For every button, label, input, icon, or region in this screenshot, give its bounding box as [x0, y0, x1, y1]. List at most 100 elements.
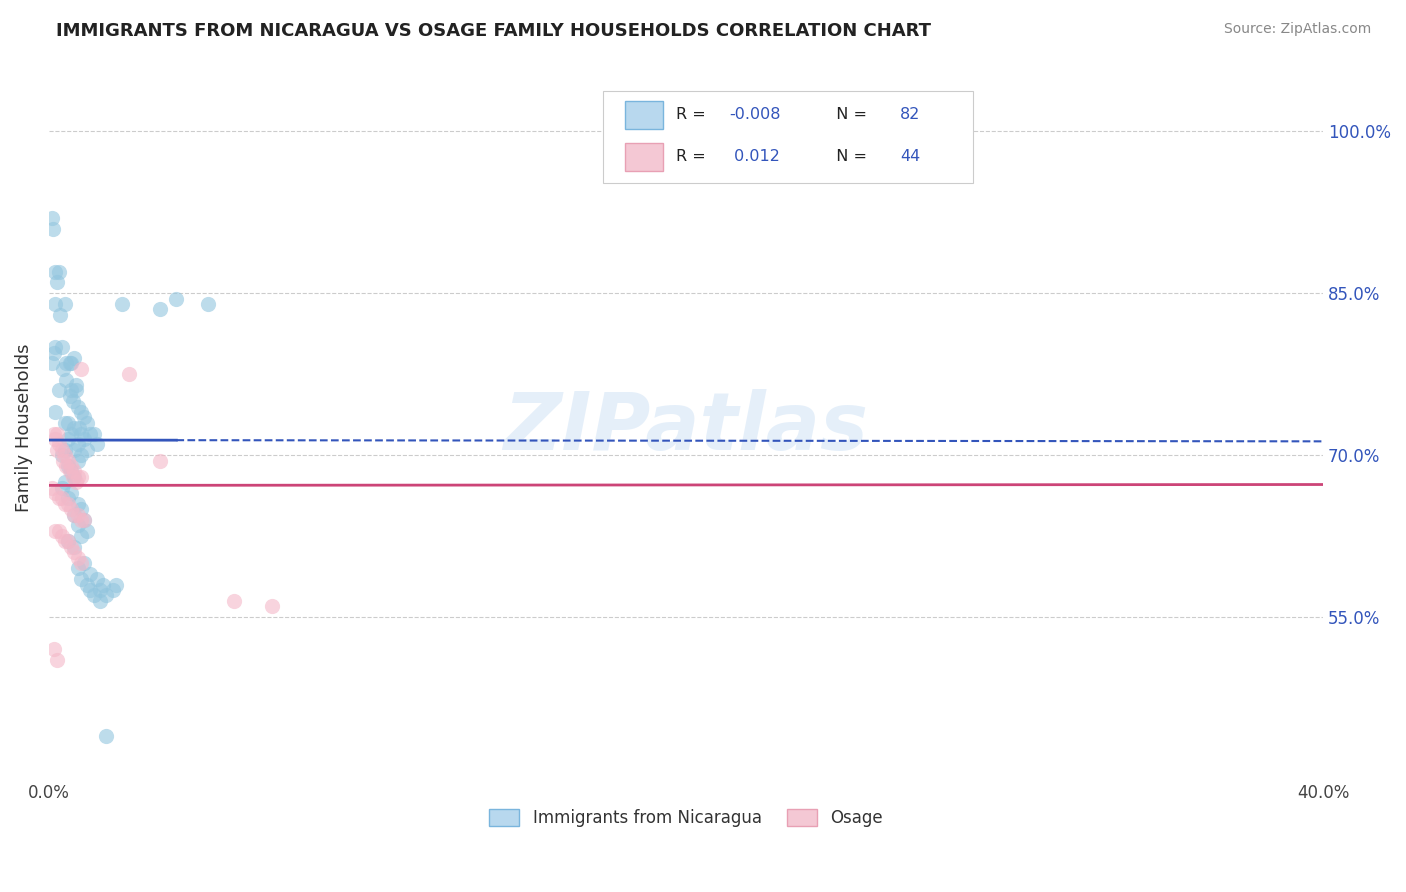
Point — [69, 426, 91, 441]
Text: 82: 82 — [900, 107, 921, 122]
Text: ZIPatlas: ZIPatlas — [503, 389, 869, 467]
Point — [41, 356, 63, 370]
Point — [45, 442, 67, 457]
Text: -0.008: -0.008 — [730, 107, 780, 122]
Point — [45, 653, 67, 667]
Point — [41, 211, 63, 225]
Text: 44: 44 — [900, 149, 921, 164]
Point — [62, 394, 84, 409]
Point — [69, 405, 91, 419]
Point — [56, 534, 79, 549]
Point — [66, 437, 89, 451]
Point — [53, 442, 76, 457]
Point — [42, 426, 65, 441]
Point — [55, 458, 77, 473]
Point — [83, 426, 105, 441]
Y-axis label: Family Households: Family Households — [15, 344, 32, 512]
Point — [63, 421, 86, 435]
Point — [69, 556, 91, 570]
Point — [101, 583, 124, 598]
Point — [66, 453, 89, 467]
Point — [65, 378, 87, 392]
Point — [44, 297, 66, 311]
Point — [69, 529, 91, 543]
Point — [53, 297, 76, 311]
Point — [55, 373, 77, 387]
Point — [56, 416, 79, 430]
Point — [63, 469, 86, 483]
Point — [79, 566, 101, 581]
Point — [60, 486, 83, 500]
Text: N =: N = — [827, 149, 872, 164]
Point — [48, 265, 70, 279]
Point — [56, 432, 79, 446]
Point — [69, 448, 91, 462]
Point — [66, 561, 89, 575]
Point — [65, 384, 87, 398]
Text: IMMIGRANTS FROM NICARAGUA VS OSAGE FAMILY HOUSEHOLDS CORRELATION CHART: IMMIGRANTS FROM NICARAGUA VS OSAGE FAMIL… — [56, 22, 931, 40]
Point — [53, 497, 76, 511]
Point — [63, 464, 86, 478]
Point — [60, 384, 83, 398]
Point — [197, 297, 219, 311]
Text: R =: R = — [676, 107, 711, 122]
Point — [44, 265, 66, 279]
Point — [51, 529, 73, 543]
Point — [69, 502, 91, 516]
Point — [91, 577, 114, 591]
Point — [56, 491, 79, 506]
Point — [60, 356, 83, 370]
Text: N =: N = — [827, 107, 872, 122]
Point — [62, 469, 84, 483]
Point — [65, 475, 87, 490]
Point — [44, 340, 66, 354]
Point — [53, 475, 76, 490]
Point — [63, 508, 86, 522]
Point — [89, 594, 111, 608]
Point — [45, 276, 67, 290]
Point — [66, 508, 89, 522]
Point — [51, 448, 73, 462]
Point — [56, 453, 79, 467]
Point — [63, 351, 86, 365]
Point — [83, 589, 105, 603]
Point — [73, 513, 96, 527]
Point — [53, 416, 76, 430]
Point — [60, 540, 83, 554]
Point — [48, 491, 70, 506]
Point — [63, 442, 86, 457]
Point — [63, 545, 86, 559]
Point — [76, 416, 98, 430]
Point — [44, 405, 66, 419]
Point — [73, 556, 96, 570]
Point — [149, 302, 172, 317]
Text: Source: ZipAtlas.com: Source: ZipAtlas.com — [1223, 22, 1371, 37]
Point — [222, 594, 245, 608]
Point — [76, 442, 98, 457]
Point — [66, 497, 89, 511]
Point — [56, 497, 79, 511]
Point — [63, 540, 86, 554]
Point — [60, 502, 83, 516]
Point — [69, 513, 91, 527]
Point — [79, 426, 101, 441]
Point — [48, 524, 70, 538]
Point — [60, 458, 83, 473]
Point — [53, 534, 76, 549]
Point — [76, 524, 98, 538]
Point — [51, 442, 73, 457]
Legend: Immigrants from Nicaragua, Osage: Immigrants from Nicaragua, Osage — [482, 802, 890, 834]
Point — [48, 437, 70, 451]
Point — [73, 410, 96, 425]
Point — [51, 481, 73, 495]
Point — [42, 642, 65, 657]
Point — [66, 550, 89, 565]
Point — [73, 432, 96, 446]
Point — [55, 356, 77, 370]
Point — [49, 308, 72, 322]
Point — [59, 389, 82, 403]
Point — [260, 599, 283, 614]
Point — [96, 729, 118, 743]
Point — [66, 400, 89, 414]
Point — [42, 221, 65, 235]
